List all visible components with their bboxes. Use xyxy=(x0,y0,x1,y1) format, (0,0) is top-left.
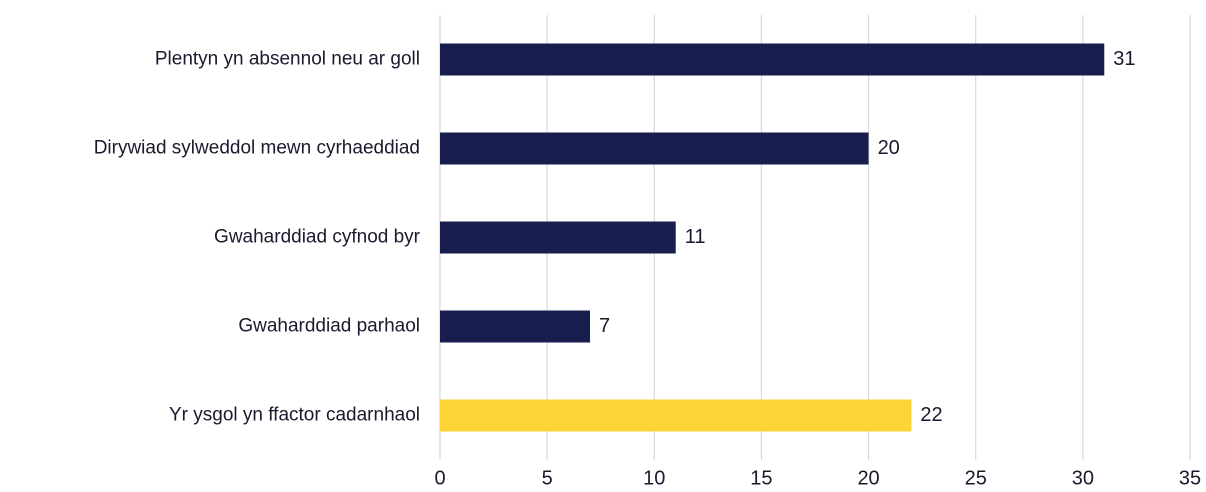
y-tick-label: Dirywiad sylweddol mewn cyrhaeddiad xyxy=(94,138,420,159)
bar xyxy=(440,310,590,343)
bar xyxy=(440,43,1105,76)
x-tick-label: 20 xyxy=(857,467,879,489)
y-tick-label: Plentyn yn absennol neu ar goll xyxy=(155,49,420,70)
y-tick-label: Yr ysgol yn ffactor cadarnhaol xyxy=(169,405,420,426)
x-tick-label: 5 xyxy=(542,467,553,489)
bar xyxy=(440,132,869,165)
y-tick-label: Gwaharddiad cyfnod byr xyxy=(214,227,421,248)
data-label: 11 xyxy=(685,226,706,248)
bar xyxy=(440,221,676,254)
data-label: 22 xyxy=(920,404,942,426)
data-label: 31 xyxy=(1113,48,1135,70)
x-tick-label: 0 xyxy=(434,467,445,489)
x-tick-label: 35 xyxy=(1179,467,1201,489)
x-tick-label: 15 xyxy=(750,467,772,489)
bar xyxy=(440,399,912,432)
data-label: 7 xyxy=(599,315,610,337)
x-tick-label: 30 xyxy=(1072,467,1094,489)
x-tick-label: 10 xyxy=(643,467,665,489)
data-label: 20 xyxy=(878,137,900,159)
x-tick-label: 25 xyxy=(965,467,987,489)
y-tick-label: Gwaharddiad parhaol xyxy=(238,316,420,337)
